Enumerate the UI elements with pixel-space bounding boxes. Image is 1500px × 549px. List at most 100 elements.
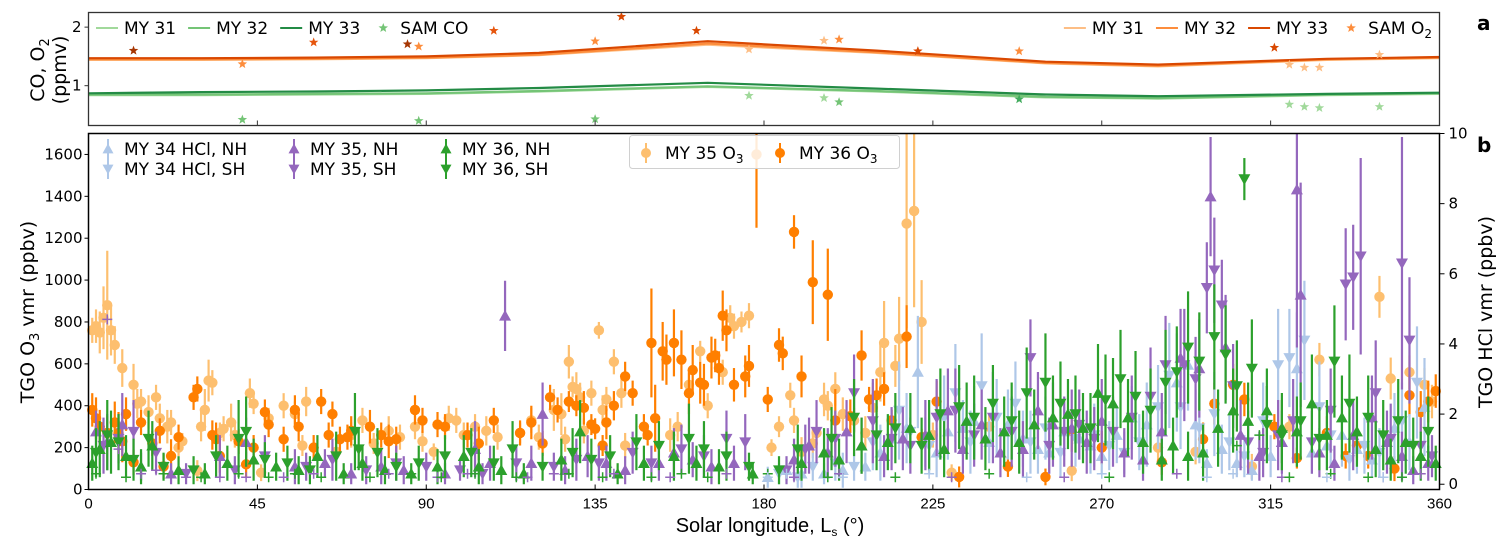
o3-point (695, 346, 706, 357)
o3-point (526, 417, 537, 428)
upper-limit-plus (946, 472, 957, 483)
upper-limit-plus (837, 472, 848, 483)
hcl-point-down (675, 444, 688, 456)
o3-point (259, 406, 271, 418)
sam-co-star (1299, 101, 1310, 111)
y-tick-label: 1400 (44, 187, 82, 205)
o3-point (871, 390, 882, 401)
hcl-point-up (1328, 457, 1341, 468)
o3-point (428, 446, 439, 458)
hcl-point-up (727, 457, 740, 468)
hcl-point-down (934, 409, 947, 421)
sam-o2-star (1299, 62, 1310, 72)
o3-point (875, 367, 886, 378)
panel-a-yticks: 12 (72, 18, 89, 95)
hcl-point-up (855, 439, 868, 451)
hcl-point-up (1350, 425, 1363, 437)
panel-b-upper-limits (91, 314, 1426, 483)
o3-point (173, 431, 184, 443)
upper-limit-plus (308, 468, 319, 479)
hcl-point-down (1159, 377, 1172, 389)
o3-point (668, 337, 680, 349)
hcl-point-up (979, 432, 992, 444)
o3-point (646, 337, 657, 349)
o3-point (601, 417, 612, 428)
hcl-point-down (1129, 391, 1142, 403)
upper-limit-plus (263, 472, 274, 483)
upper-limit-plus (984, 468, 995, 479)
legend-circle-marker (641, 148, 651, 158)
legend-triangle-down (288, 164, 300, 175)
hcl-point-up (1137, 436, 1150, 447)
sam-co-star (414, 115, 424, 125)
upper-limit-plus (665, 472, 676, 483)
hcl-point-down (240, 426, 253, 438)
upper-limit-plus (563, 468, 574, 479)
hcl-point-down (1354, 251, 1367, 263)
o3-point (593, 325, 605, 336)
upper-limit-plus (316, 472, 327, 483)
legend-label: MY 36, NH (462, 140, 550, 160)
hcl-point-down (1407, 440, 1420, 452)
panel-a-xticks (256, 120, 1272, 126)
upper-limit-plus (522, 472, 533, 483)
o3-point (649, 413, 661, 424)
o3-point (713, 362, 725, 374)
hcl-point-down (1410, 377, 1423, 389)
o3-point (796, 371, 807, 382)
sam-o2-star (834, 34, 844, 44)
hcl-point-down (889, 423, 902, 435)
o3-point (315, 396, 327, 407)
o3-point (128, 379, 139, 390)
o3-point (740, 371, 751, 382)
hcl-point-up (904, 422, 917, 433)
legend-star-icon (1346, 23, 1356, 32)
hcl-point-up (1197, 446, 1210, 458)
hcl-point-down (390, 461, 403, 473)
hcl-point-down (791, 444, 804, 456)
legend-label: MY 32 (216, 19, 268, 39)
hcl-point-down (1114, 374, 1127, 386)
upper-limit-plus (181, 472, 192, 483)
upper-limit-plus (1171, 468, 1182, 479)
o3-point (544, 392, 556, 403)
panel-b-ylabel-right: TGO HCl vmr (ppbv) (1475, 216, 1497, 409)
hcl-point-down (968, 412, 981, 424)
o3-point (109, 417, 120, 428)
o3-point (766, 442, 777, 453)
o3-point (207, 377, 218, 388)
hcl-point-up (896, 432, 909, 444)
panel-b-yticks-left: 0 200 400 600 800 1000 1200 1400 1600 (44, 145, 89, 499)
o3-point (807, 276, 818, 288)
upper-limit-plus (702, 472, 713, 483)
hcl-point-up (165, 467, 178, 479)
sam-o2-star (590, 36, 600, 46)
hcl-point-down (915, 440, 928, 452)
hcl-point-down (1422, 426, 1435, 438)
upper-limit-plus (1059, 472, 1070, 483)
y-right-tick-label: 2 (1449, 405, 1459, 423)
hcl-point-down (810, 426, 823, 438)
hcl-point-up (1046, 411, 1059, 423)
o3-point (597, 440, 608, 451)
hcl-point-down (281, 458, 294, 470)
o3-point (323, 429, 334, 441)
sam-o2-star (913, 46, 923, 56)
upper-limit-plus (511, 472, 522, 483)
upper-limit-plus (1378, 472, 1389, 483)
o3-point (856, 350, 867, 361)
panel-b-legend-o3: MY 35 O3 MY 36 O3 (629, 135, 900, 169)
hcl-point-down (870, 430, 883, 442)
o3-point (1389, 463, 1400, 474)
hcl-point-down (1238, 174, 1251, 186)
hcl-point-down (1099, 395, 1112, 407)
y-right-tick-label: 10 (1449, 125, 1468, 143)
o3-point (728, 379, 740, 390)
o3-point (698, 379, 710, 390)
o3-point (248, 398, 259, 409)
x-tick-label: 315 (1258, 496, 1283, 513)
upper-limit-plus (762, 472, 773, 483)
hcl-point-down (1395, 258, 1408, 270)
hcl-point-up (198, 467, 211, 479)
o3-point (908, 205, 920, 217)
